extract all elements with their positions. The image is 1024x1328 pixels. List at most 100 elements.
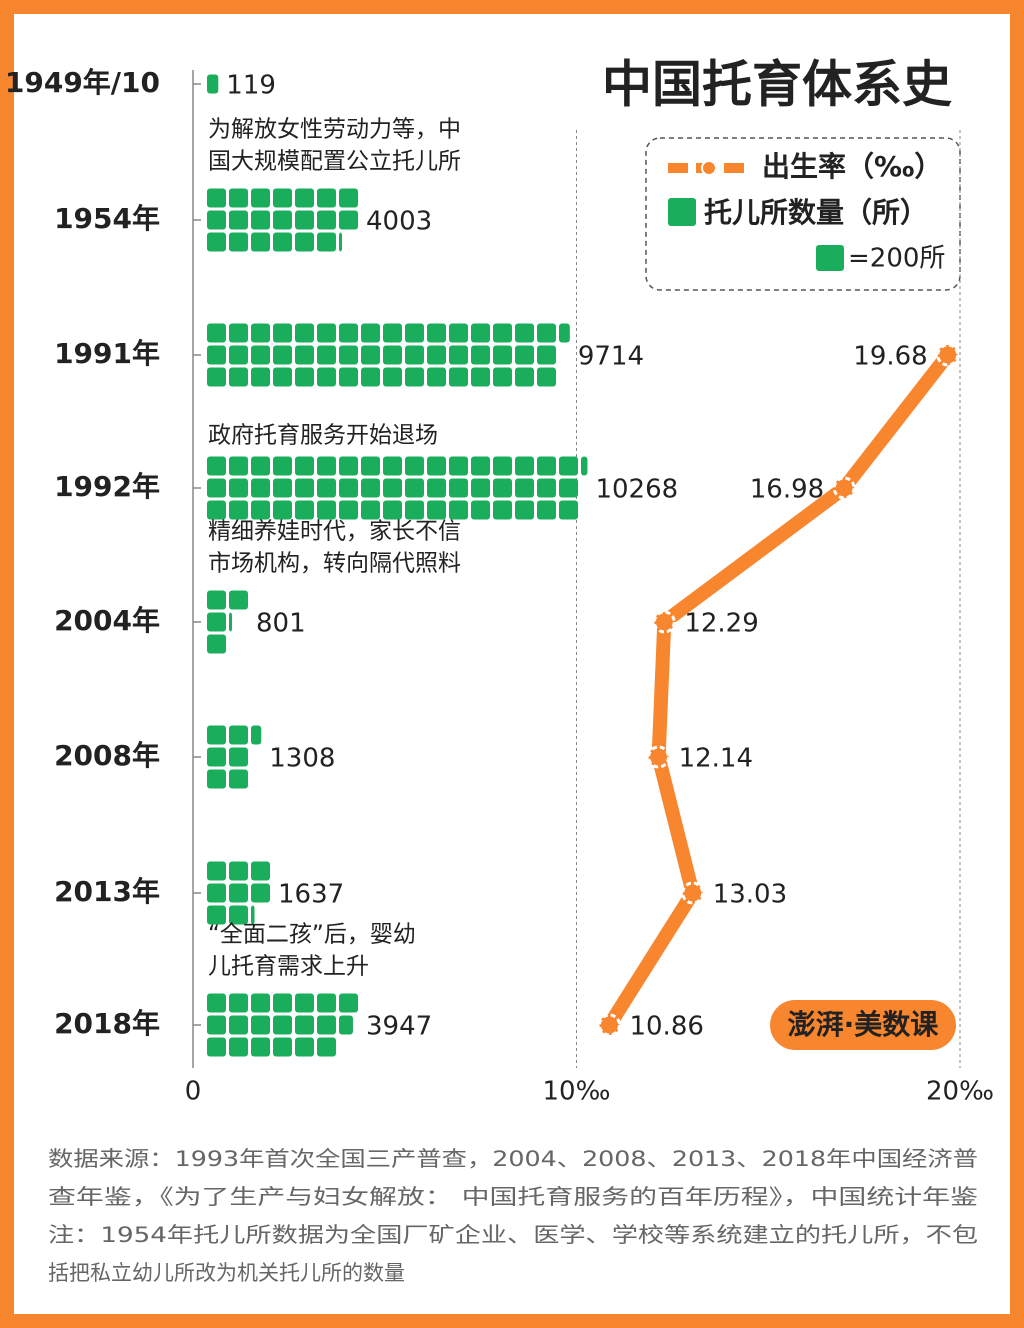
pictogram-square [317, 478, 336, 498]
pictogram-square [339, 456, 358, 476]
pictogram-square [515, 500, 534, 520]
pictogram-square [273, 323, 292, 343]
pictogram-square [251, 345, 270, 365]
source-note: 括把私立幼儿所改为机关托儿所的数量 [48, 1261, 405, 1285]
line-value-label: 12.14 [679, 744, 753, 774]
pictogram-square [405, 345, 424, 365]
pictogram-square [207, 747, 226, 767]
pictogram-square [383, 367, 402, 387]
pictogram-square [537, 367, 556, 387]
line-point [681, 881, 705, 905]
pictogram-square [229, 905, 248, 925]
pictogram-square [207, 367, 226, 387]
pictogram-square [229, 345, 248, 365]
pictogram-square [229, 188, 248, 208]
pictogram-square [317, 1015, 336, 1035]
pictogram-square [383, 345, 402, 365]
pictogram-square [559, 478, 578, 498]
line-value-label: 19.68 [853, 342, 927, 372]
line-value-label: 16.98 [750, 475, 824, 505]
pictogram-square [295, 210, 314, 230]
pictogram-square [339, 232, 342, 252]
pictogram-square [317, 456, 336, 476]
pictogram-square [493, 456, 512, 476]
y-tick-label: 2008年 [54, 739, 160, 772]
pictogram-square [471, 500, 490, 520]
pictogram-square [273, 232, 292, 252]
pictogram-square [229, 1037, 248, 1057]
bar-value-label: 4003 [366, 207, 432, 237]
pictogram-square [207, 725, 226, 745]
pictogram-square [229, 478, 248, 498]
y-tick-label: 1954年 [54, 202, 160, 235]
pictogram-square [493, 478, 512, 498]
line-point [647, 745, 671, 769]
x-tick-label: 0 [185, 1077, 202, 1107]
pictogram-square [207, 500, 226, 520]
line-point [832, 476, 856, 500]
pictogram-square [273, 456, 292, 476]
pictogram-square [471, 478, 490, 498]
y-tick-label: 1949年/10 [5, 66, 160, 99]
annotation: 精细养娃时代，家长不信 [208, 519, 461, 545]
pictogram-square [537, 500, 556, 520]
pictogram-square [537, 323, 556, 343]
pictogram-square [229, 769, 248, 789]
pictogram-square [251, 188, 270, 208]
pictogram-square [207, 993, 226, 1013]
chart-title: 中国托育体系史 [602, 56, 952, 114]
pictogram-square [295, 323, 314, 343]
pictogram-square [273, 210, 292, 230]
pictogram-square [361, 478, 380, 498]
pictogram-square [295, 367, 314, 387]
line-point [652, 610, 676, 634]
pictogram-square [449, 367, 468, 387]
unit-swatch [816, 245, 844, 271]
bar-value-label: 10268 [595, 475, 678, 505]
pictogram-square [229, 1015, 248, 1035]
pictogram-square [427, 456, 446, 476]
pictogram-square [295, 1037, 314, 1057]
pictogram-square [207, 1015, 226, 1035]
pictogram-square [339, 1015, 353, 1035]
pictogram-square [251, 883, 270, 903]
x-tick-label: 10‰ [543, 1077, 611, 1107]
pictogram-square [251, 323, 270, 343]
pictogram-square [295, 993, 314, 1013]
pictogram-square [427, 367, 446, 387]
logo: 澎湃·美数课 [788, 1008, 940, 1041]
pictogram-square [383, 500, 402, 520]
pictogram-square [229, 323, 248, 343]
pictogram-square [427, 345, 446, 365]
pictogram-square [229, 725, 248, 745]
pictogram-bar [207, 861, 270, 925]
pictogram-square [317, 232, 336, 252]
pictogram-square [581, 456, 588, 476]
pictogram-square [515, 345, 534, 365]
pictogram-square [405, 456, 424, 476]
pictogram-square [383, 478, 402, 498]
annotation: “全面二孩”后，婴幼 [208, 922, 416, 948]
pictogram-square [295, 345, 314, 365]
bar-value-label: 801 [256, 609, 306, 639]
pictogram-square [229, 456, 248, 476]
pictogram-square [471, 345, 490, 365]
pictogram-square [449, 456, 468, 476]
pictogram-square [471, 456, 490, 476]
pictogram-square [515, 323, 534, 343]
pictogram-square [361, 367, 380, 387]
pictogram-square [207, 345, 226, 365]
pictogram-square [207, 883, 226, 903]
pictogram-square [361, 456, 380, 476]
panel [14, 14, 1010, 1314]
annotation: 国大规模配置公立托儿所 [208, 149, 461, 175]
line-point [936, 343, 960, 367]
bar-value-label: 3947 [366, 1012, 432, 1042]
source-note: 查年鉴，《为了生产与妇女解放： 中国托育服务的百年历程》，中国统计年鉴 [48, 1185, 978, 1209]
pictogram-square [405, 323, 424, 343]
pictogram-square [273, 993, 292, 1013]
pictogram-bar [207, 993, 358, 1057]
pictogram-square [405, 367, 424, 387]
pictogram-square [383, 323, 402, 343]
pictogram-square [339, 993, 358, 1013]
